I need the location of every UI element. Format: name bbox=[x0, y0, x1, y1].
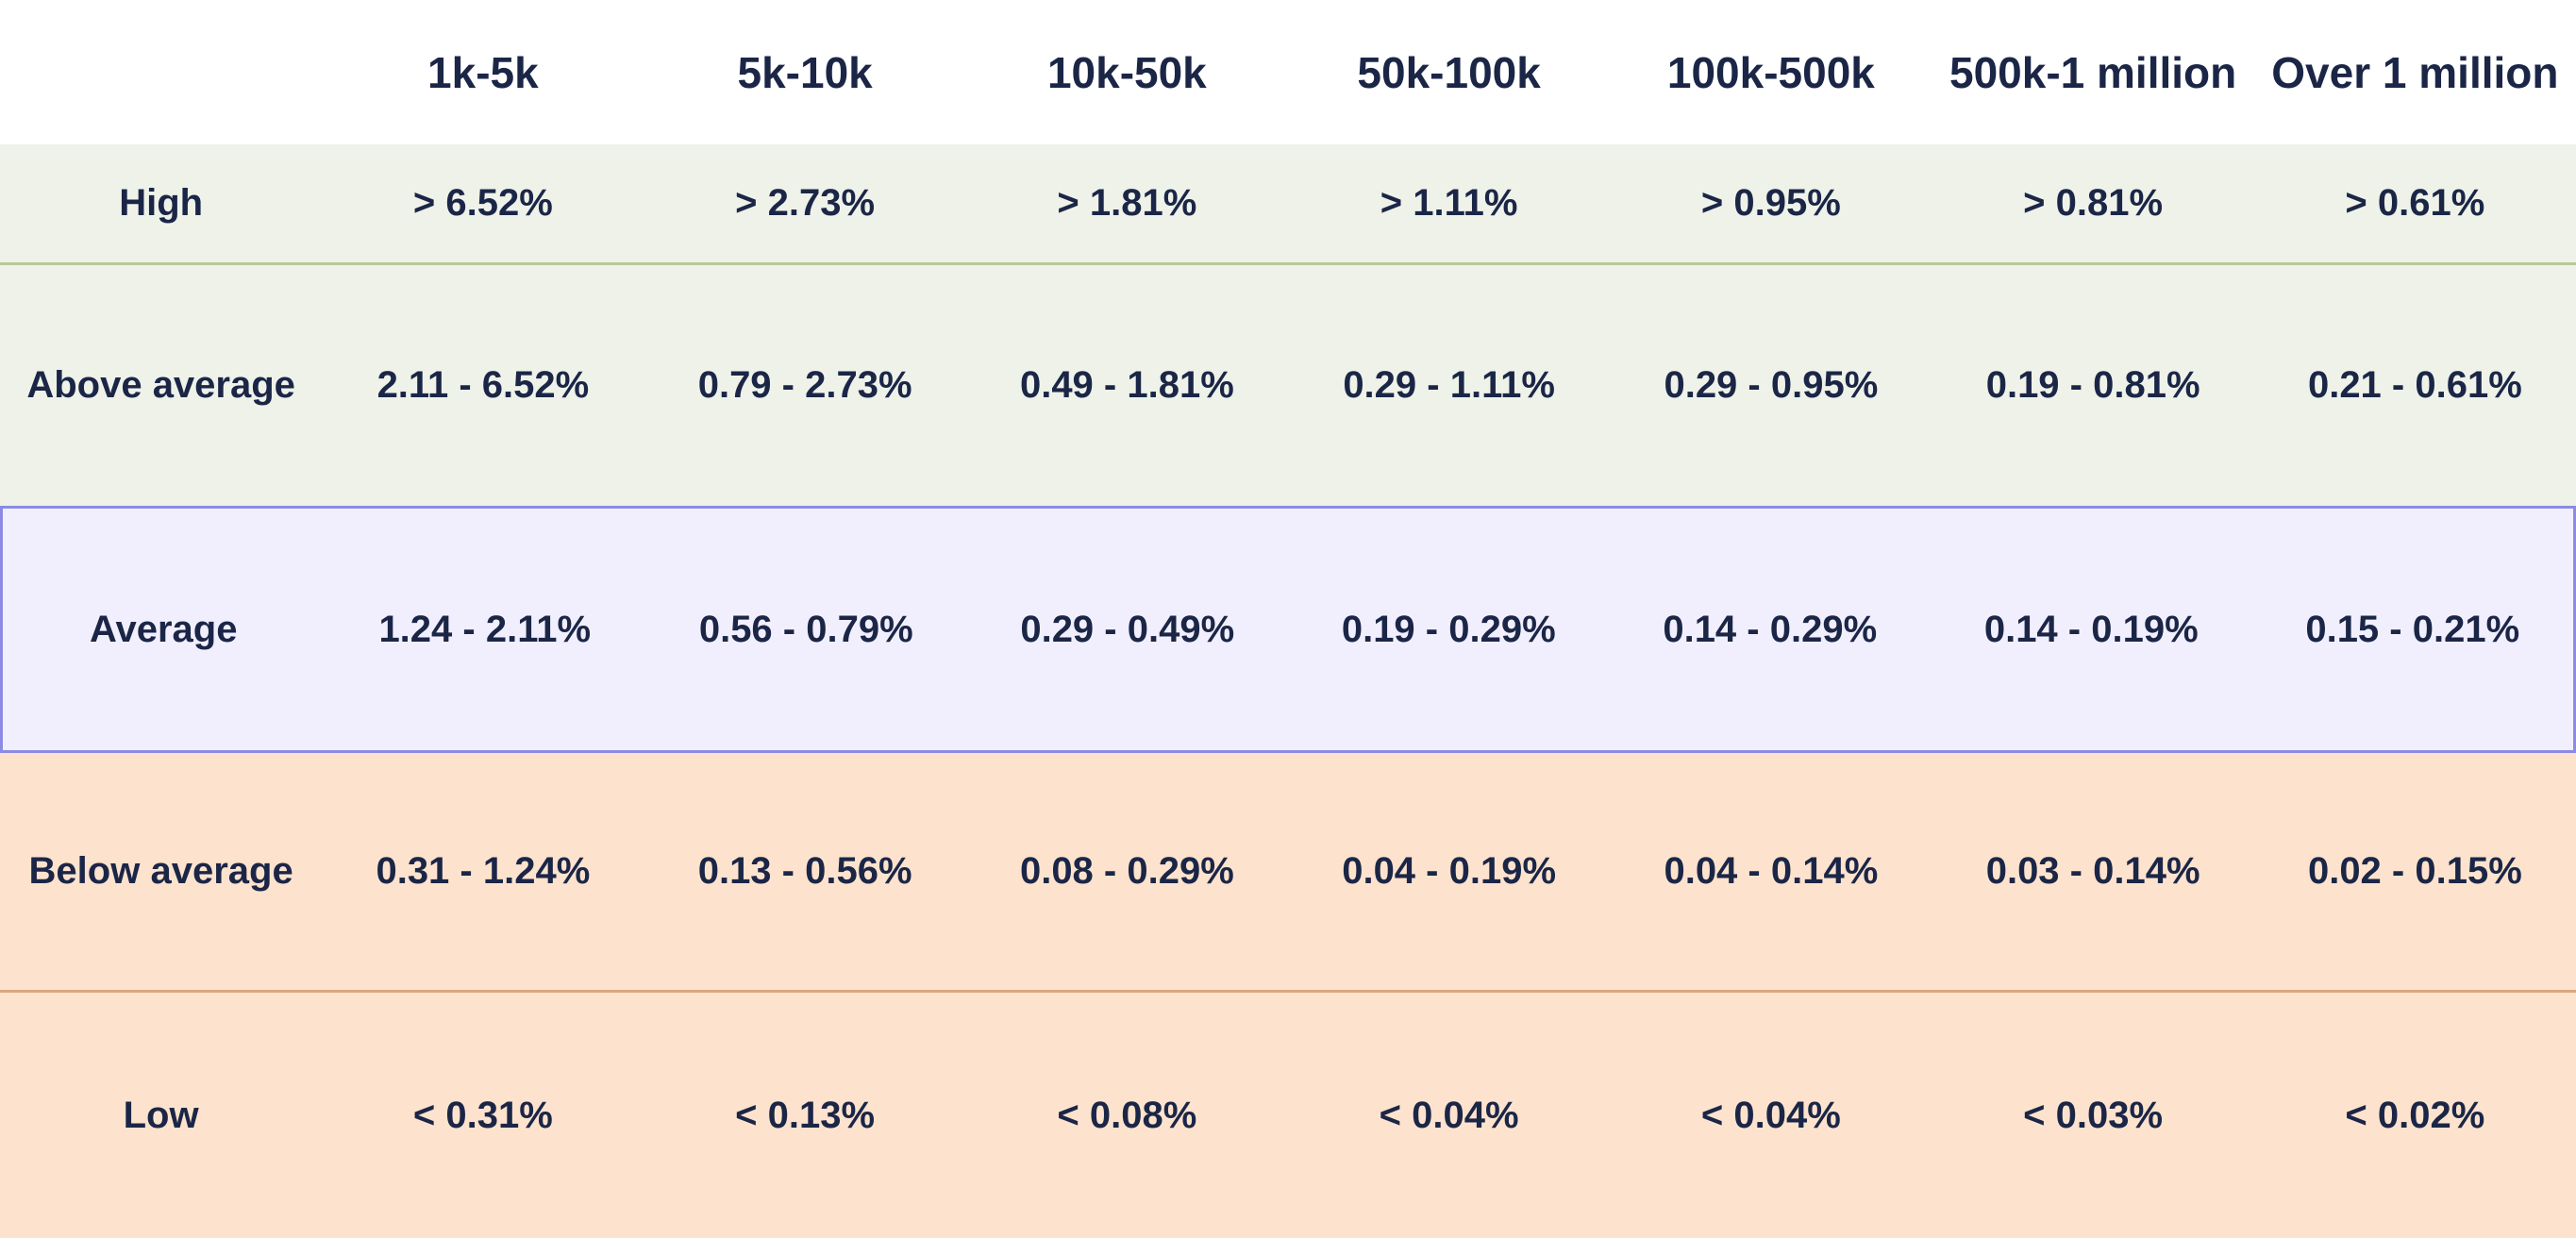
table-cell: < 0.02% bbox=[2345, 1094, 2485, 1136]
row-low: Low < 0.31% < 0.13% < 0.08% < 0.04% < 0.… bbox=[0, 993, 2576, 1238]
column-header: 500k-1 million bbox=[1949, 47, 2237, 97]
table-cell: < 0.04% bbox=[1700, 1094, 1841, 1136]
table-cell: 0.56 - 0.79% bbox=[698, 608, 913, 650]
table-cell: > 0.81% bbox=[2023, 182, 2164, 224]
row-label: Average bbox=[90, 608, 238, 650]
row-label: High bbox=[119, 182, 204, 224]
table-cell: < 0.08% bbox=[1057, 1094, 1197, 1136]
table-cell: < 0.04% bbox=[1379, 1094, 1519, 1136]
row-label: Below average bbox=[28, 850, 293, 892]
table-cell: 0.15 - 0.21% bbox=[2305, 608, 2520, 650]
column-header: 5k-10k bbox=[737, 47, 873, 97]
row-high: High > 6.52% > 2.73% > 1.81% > 1.11% > 0… bbox=[0, 144, 2576, 265]
column-header: Over 1 million bbox=[2271, 47, 2559, 97]
column-header: 1k-5k bbox=[427, 47, 539, 97]
header-row: 1k-5k 5k-10k 10k-50k 50k-100k 100k-500k … bbox=[0, 0, 2576, 144]
row-label: Above average bbox=[26, 364, 295, 406]
table-cell: 0.03 - 0.14% bbox=[1985, 850, 2200, 892]
table-cell: 0.13 - 0.56% bbox=[697, 850, 912, 892]
table-cell: < 0.13% bbox=[735, 1094, 876, 1136]
table-cell: > 6.52% bbox=[412, 182, 553, 224]
table-cell: 0.08 - 0.29% bbox=[1019, 850, 1234, 892]
table-cell: 0.29 - 0.49% bbox=[1020, 608, 1235, 650]
table-cell: > 1.11% bbox=[1380, 182, 1518, 224]
table-cell: 0.19 - 0.29% bbox=[1341, 608, 1556, 650]
table-cell: 0.79 - 2.73% bbox=[697, 364, 912, 406]
table-cell: < 0.03% bbox=[2023, 1094, 2164, 1136]
table-cell: < 0.31% bbox=[412, 1094, 553, 1136]
table-cell: 0.04 - 0.14% bbox=[1664, 850, 1879, 892]
table-cell: > 0.95% bbox=[1700, 182, 1841, 224]
table-cell: 0.29 - 0.95% bbox=[1664, 364, 1879, 406]
table-cell: > 1.81% bbox=[1057, 182, 1197, 224]
table-cell: 0.02 - 0.15% bbox=[2307, 850, 2522, 892]
table-cell: > 0.61% bbox=[2345, 182, 2485, 224]
column-header: 10k-50k bbox=[1046, 47, 1207, 97]
table-cell: 0.29 - 1.11% bbox=[1343, 364, 1555, 406]
table-cell: 0.04 - 0.19% bbox=[1342, 850, 1557, 892]
row-label: Low bbox=[123, 1094, 199, 1136]
table-cell: 0.31 - 1.24% bbox=[376, 850, 591, 892]
table-cell: 0.19 - 0.81% bbox=[1985, 364, 2200, 406]
table-cell: 0.49 - 1.81% bbox=[1019, 364, 1234, 406]
column-header: 100k-500k bbox=[1666, 47, 1875, 97]
column-header: 50k-100k bbox=[1357, 47, 1541, 97]
table-cell: 0.14 - 0.29% bbox=[1663, 608, 1878, 650]
row-average-highlighted: Average 1.24 - 2.11% 0.56 - 0.79% 0.29 -… bbox=[0, 506, 2576, 753]
row-above-average: Above average 2.11 - 6.52% 0.79 - 2.73% … bbox=[0, 265, 2576, 506]
table-cell: 1.24 - 2.11% bbox=[378, 608, 592, 650]
table-cell: 0.21 - 0.61% bbox=[2307, 364, 2522, 406]
row-below-average: Below average 0.31 - 1.24% 0.13 - 0.56% … bbox=[0, 753, 2576, 993]
table-cell: 0.14 - 0.19% bbox=[1983, 608, 2199, 650]
table-cell: > 2.73% bbox=[735, 182, 876, 224]
table-cell: 2.11 - 6.52% bbox=[376, 364, 590, 406]
